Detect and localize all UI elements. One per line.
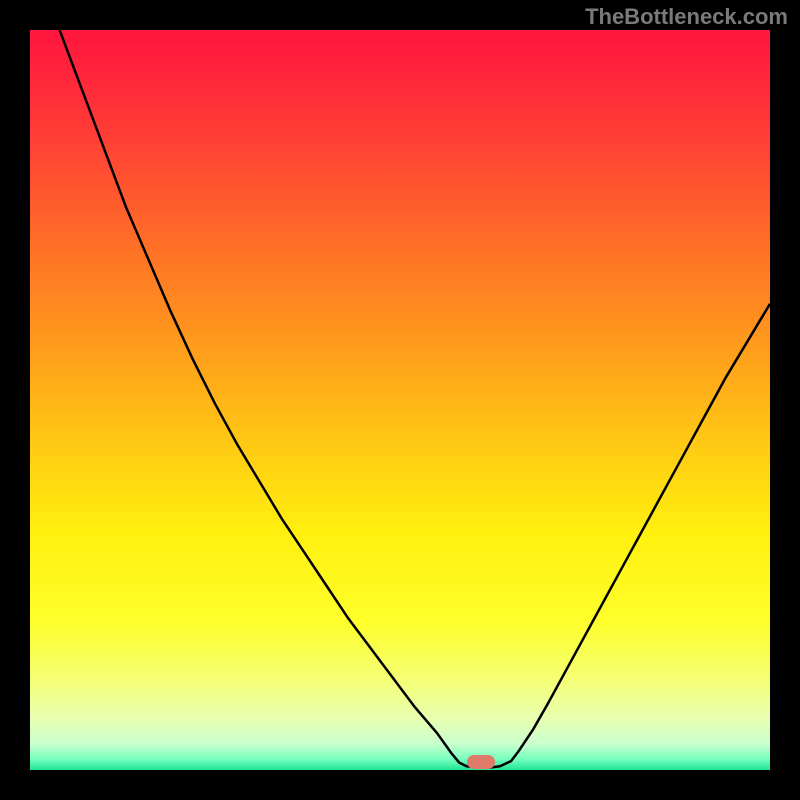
watermark-text: TheBottleneck.com	[585, 4, 788, 30]
optimal-marker	[467, 755, 495, 769]
bottleneck-curve	[30, 30, 770, 770]
curve-path	[60, 30, 770, 768]
plot-area	[30, 30, 770, 770]
